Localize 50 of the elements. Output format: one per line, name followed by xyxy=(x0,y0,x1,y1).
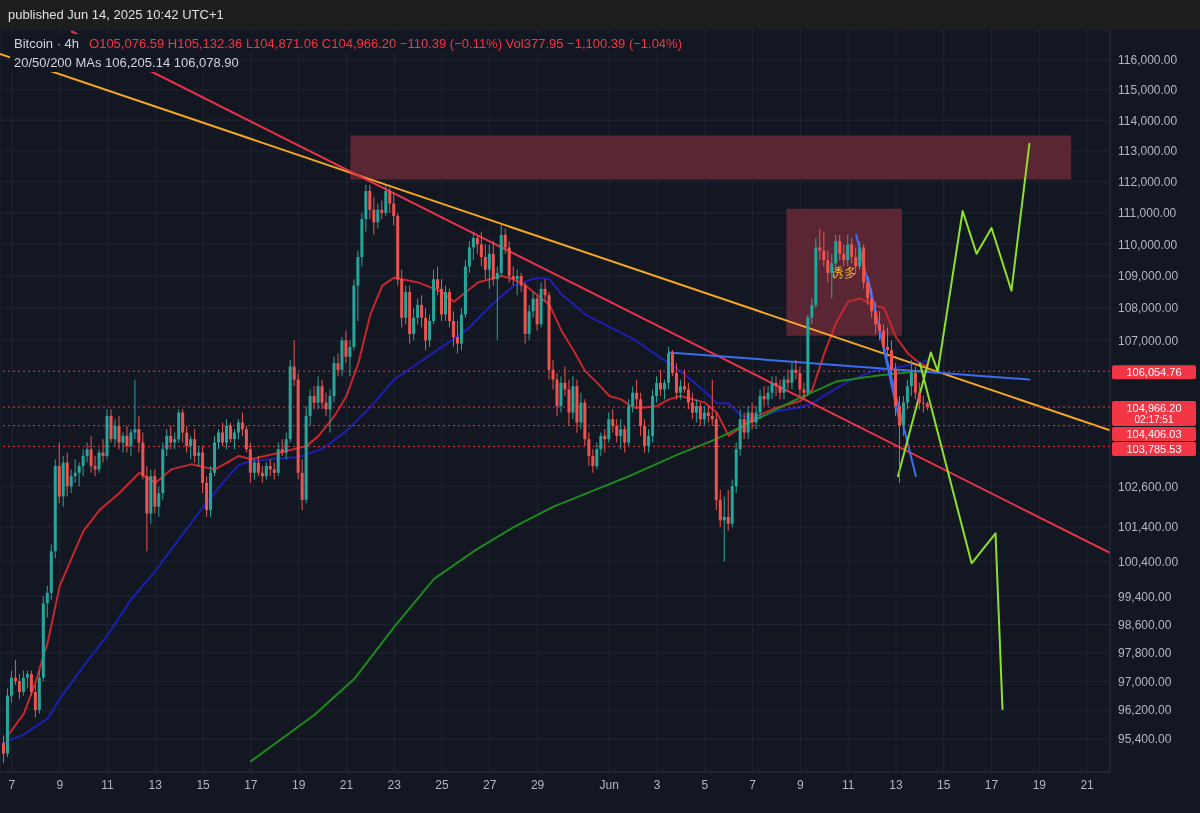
y-tick-label: 97,800.00 xyxy=(1118,646,1172,661)
x-tick-label: 13 xyxy=(889,777,903,792)
y-tick-label: 113,000.00 xyxy=(1118,144,1178,159)
y-tick-label: 99,400.00 xyxy=(1118,589,1172,604)
x-tick-label: Jun xyxy=(599,777,619,792)
x-tick-label: 9 xyxy=(797,777,805,792)
x-tick-label: 19 xyxy=(1032,777,1047,792)
y-tick-label: 95,400.00 xyxy=(1118,732,1172,747)
x-tick-label: 19 xyxy=(291,777,306,792)
x-tick-label: 13 xyxy=(148,777,163,792)
x-tick-label: 17 xyxy=(244,777,258,792)
x-tick-label: 11 xyxy=(101,777,115,792)
x-tick-label: 7 xyxy=(749,777,757,792)
y-tick-label: 111,000.00 xyxy=(1118,206,1177,221)
x-tick-label: 29 xyxy=(530,777,545,792)
ref-line-label: 104,966.20 02:17:51 xyxy=(1126,402,1182,426)
text: O105,076.59 H105,132.36 L104,871.06 C104,966.20 −110.39 (−0.11%) Vol377.95 −1,100.39 (−1.04%) xyxy=(89,36,682,51)
y-tick-label: 96,200.00 xyxy=(1118,703,1172,718)
y-tick-label: 112,000.00 xyxy=(1118,175,1178,189)
x-tick-label: 21 xyxy=(1080,777,1095,792)
x-tick-label: 21 xyxy=(339,777,354,792)
x-tick-label: 25 xyxy=(435,777,449,792)
y-tick-label: 108,000.00 xyxy=(1118,301,1179,316)
y-tick-label: 116,000.00 xyxy=(1118,53,1178,68)
text: Bitcoin · 4h xyxy=(14,36,80,51)
x-tick-label: 15 xyxy=(196,777,211,792)
ref-line-label: 103,785.53 xyxy=(1126,443,1182,456)
y-tick-label: 97,000.00 xyxy=(1118,674,1172,689)
x-tick-label: 3 xyxy=(653,777,661,792)
x-tick-label: 17 xyxy=(984,777,999,792)
x-tick-label: 11 xyxy=(841,777,855,792)
ref-line-label: 104,406.03 xyxy=(1126,428,1182,441)
y-tick-label: 101,400.00 xyxy=(1118,520,1179,535)
x-tick-label: 23 xyxy=(387,777,402,792)
y-tick-label: 115,000.00 xyxy=(1118,83,1178,98)
x-tick-label: 27 xyxy=(483,777,497,792)
ref-line-label: 106,054.76 xyxy=(1126,366,1182,379)
y-tick-label: 114,000.00 xyxy=(1118,113,1178,128)
x-tick-label: 5 xyxy=(701,777,709,792)
x-tick-label: 9 xyxy=(56,777,64,792)
annotation: 20/50/200 MAs 106,205.14 106,078.90 xyxy=(10,53,243,72)
y-tick-label: 109,000.00 xyxy=(1118,269,1179,284)
text: published Jun 14, 2025 10:42 UTC+1 xyxy=(0,0,1200,30)
y-tick-label: 102,600.00 xyxy=(1118,479,1179,494)
y-tick-label: 98,600.00 xyxy=(1118,617,1172,632)
y-tick-label: 110,000.00 xyxy=(1118,237,1178,252)
y-tick-label: 100,400.00 xyxy=(1118,554,1179,569)
x-tick-label: 15 xyxy=(937,777,951,792)
x-tick-label: 7 xyxy=(8,777,16,792)
y-tick-label: 107,000.00 xyxy=(1118,333,1179,348)
